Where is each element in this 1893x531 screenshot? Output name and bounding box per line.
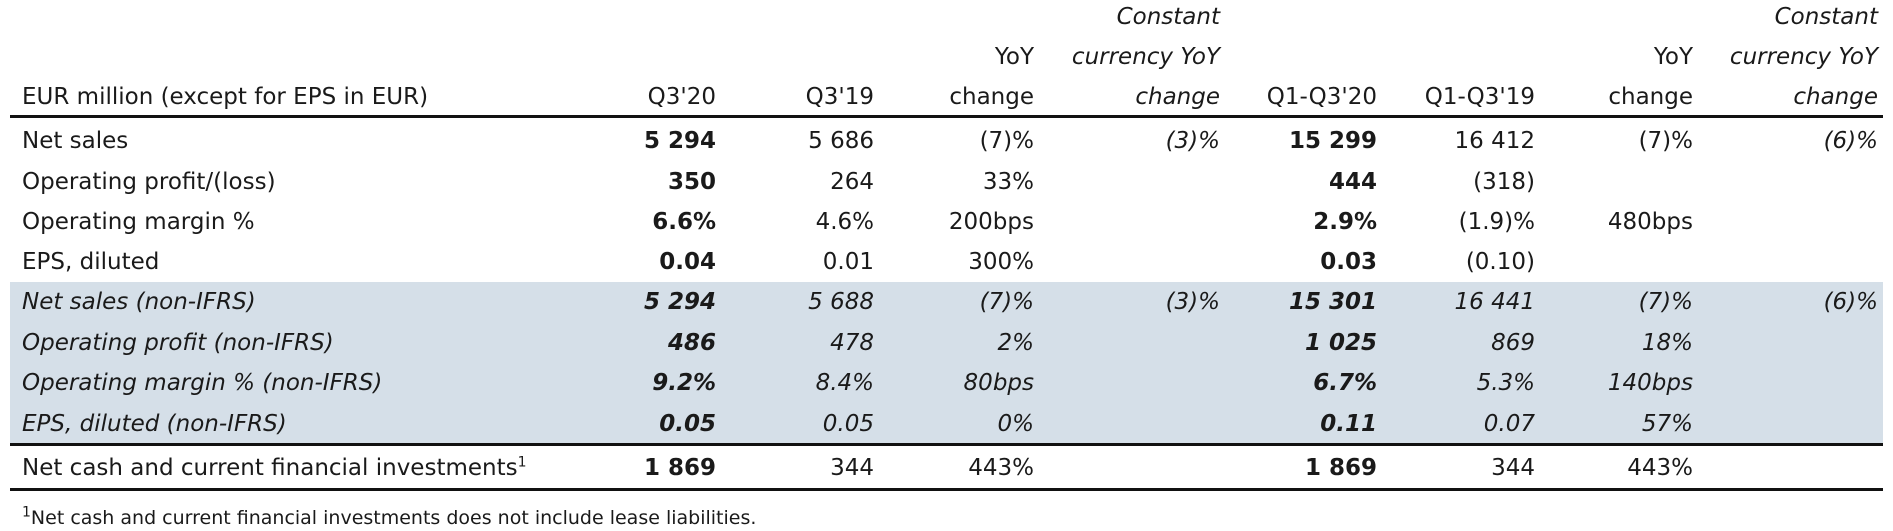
cell: 444 xyxy=(1328,169,1377,195)
footnote-text: Net cash and current financial investmen… xyxy=(30,507,757,529)
row-label: Net cash and current financial investmen… xyxy=(22,454,527,481)
cell: 0.11 xyxy=(1320,411,1377,437)
column-header: YoY xyxy=(1653,44,1693,70)
row-label: Operating margin % xyxy=(22,209,255,235)
cell: 16 412 xyxy=(1454,128,1535,154)
cell: 1 869 xyxy=(1304,455,1377,481)
row-label: Operating margin % (non-IFRS) xyxy=(22,370,383,396)
row-label: Operating profit/(loss) xyxy=(22,169,276,195)
cell: 1 869 xyxy=(643,455,716,481)
cell: 344 xyxy=(1491,455,1535,481)
bottom-rule xyxy=(10,488,1883,491)
cell: (6)% xyxy=(1823,128,1878,154)
cell: 18% xyxy=(1641,330,1693,356)
cell: 264 xyxy=(830,169,874,195)
cell: (318) xyxy=(1473,169,1535,195)
cell: 4.6% xyxy=(815,209,874,235)
column-header: Constant xyxy=(1116,4,1220,30)
cell: 57% xyxy=(1641,411,1693,437)
column-header: change xyxy=(1135,84,1220,110)
cell: 0% xyxy=(997,411,1035,437)
cell: 0.03 xyxy=(1320,249,1377,275)
footnote: 1Net cash and current financial investme… xyxy=(22,505,756,531)
column-header: change xyxy=(949,84,1034,110)
cell: 15 299 xyxy=(1288,128,1377,154)
cell: 2% xyxy=(997,330,1035,356)
column-header: Q1-Q3'19 xyxy=(1424,84,1535,110)
column-header: change xyxy=(1608,84,1693,110)
cell: 443% xyxy=(968,455,1034,481)
row-label: Net sales (non-IFRS) xyxy=(22,289,256,315)
cell: (1.9)% xyxy=(1458,209,1535,235)
column-header: Q3'20 xyxy=(647,84,716,110)
cell: 16 441 xyxy=(1454,289,1535,315)
cell: 6.6% xyxy=(652,209,716,235)
cell: 5 688 xyxy=(808,289,874,315)
cell: 200bps xyxy=(948,209,1034,235)
cell: 15 301 xyxy=(1288,289,1377,315)
cell: 140bps xyxy=(1607,370,1693,396)
cell: 478 xyxy=(830,330,874,356)
cell: (3)% xyxy=(1165,289,1220,315)
cell: 0.01 xyxy=(822,249,874,275)
cell: (7)% xyxy=(1638,128,1693,154)
column-header: currency YoY xyxy=(1071,44,1220,70)
cell: 480bps xyxy=(1607,209,1693,235)
cell: 2.9% xyxy=(1313,209,1377,235)
cell: 869 xyxy=(1491,330,1535,356)
column-header: Q1-Q3'20 xyxy=(1266,84,1377,110)
cell: 5.3% xyxy=(1476,370,1535,396)
cell: 1 025 xyxy=(1304,330,1377,356)
cell: (3)% xyxy=(1165,128,1220,154)
cell: 6.7% xyxy=(1313,370,1377,396)
cell: 33% xyxy=(982,169,1034,195)
cell: 5 294 xyxy=(643,128,716,154)
cell: (0.10) xyxy=(1465,249,1535,275)
cell: 344 xyxy=(830,455,874,481)
cell: (7)% xyxy=(1638,289,1693,315)
cell: 486 xyxy=(667,330,716,356)
row-label: EPS, diluted (non-IFRS) xyxy=(22,411,287,437)
column-header: Q3'19 xyxy=(805,84,874,110)
cell: 9.2% xyxy=(652,370,716,396)
label-header: EUR million (except for EPS in EUR) xyxy=(22,84,429,110)
non-ifrs-shading xyxy=(10,282,1883,443)
cell: 5 686 xyxy=(808,128,874,154)
row-label: EPS, diluted xyxy=(22,249,160,275)
section-rule xyxy=(10,443,1883,446)
cell: (6)% xyxy=(1823,289,1878,315)
cell: 0.05 xyxy=(659,411,716,437)
column-header: currency YoY xyxy=(1729,44,1878,70)
cell: 80bps xyxy=(963,370,1034,396)
cell: 0.04 xyxy=(659,249,716,275)
header-rule xyxy=(10,115,1883,118)
cell: (7)% xyxy=(979,289,1034,315)
cell: (7)% xyxy=(979,128,1034,154)
footnote-mark: 1 xyxy=(22,504,31,521)
column-header: YoY xyxy=(994,44,1034,70)
cell: 8.4% xyxy=(815,370,874,396)
cell: 0.05 xyxy=(822,411,874,437)
row-label: Net sales xyxy=(22,128,129,154)
cell: 350 xyxy=(667,169,716,195)
row-label: Operating profit (non-IFRS) xyxy=(22,330,334,356)
cell: 443% xyxy=(1627,455,1693,481)
cell: 5 294 xyxy=(643,289,716,315)
footnote-mark: 1 xyxy=(517,454,527,471)
cell: 0.07 xyxy=(1483,411,1535,437)
column-header: change xyxy=(1793,84,1878,110)
cell: 300% xyxy=(968,249,1034,275)
column-header: Constant xyxy=(1774,4,1878,30)
